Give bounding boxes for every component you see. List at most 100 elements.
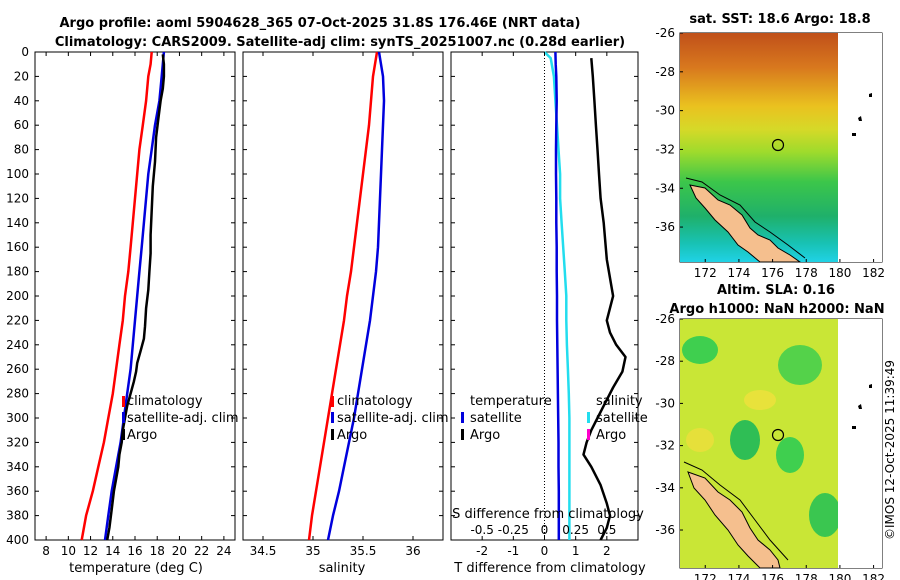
depth-tick-label: 340 — [6, 460, 29, 474]
figure-title-line2: Climatology: CARS2009. Satellite-adj cli… — [55, 35, 625, 50]
depth-tick-label: 20 — [14, 69, 29, 83]
legend-label-climatology: climatology — [127, 394, 203, 409]
depth-tick-label: 220 — [6, 313, 29, 327]
legend-label-argo: Argo — [337, 428, 367, 443]
temperature-xlabel: temperature (deg C) — [69, 561, 203, 576]
temperature-xtick-label: 24 — [216, 544, 231, 558]
temperature-xtick-label: 22 — [194, 544, 209, 558]
sla-map-title-line1: Altim. SLA: 0.16 — [717, 283, 835, 298]
differences-xtick-label: -2 — [476, 544, 488, 558]
sst-field — [680, 33, 838, 262]
temperature-xtick-label: 8 — [42, 544, 50, 558]
map-xtick-label: 180 — [828, 572, 851, 580]
map-xtick-label: 182 — [862, 572, 885, 580]
depth-tick-label: 360 — [6, 484, 29, 498]
sst-shelf-contour — [685, 177, 806, 259]
temperature-xtick-label: 14 — [105, 544, 120, 558]
depth-tick-label: 60 — [14, 118, 29, 132]
sla-map-blank-east — [838, 319, 882, 568]
map-xtick-label: 178 — [795, 572, 818, 580]
depth-tick-label: 160 — [6, 240, 29, 254]
sla-eddy-7 — [744, 390, 776, 410]
map-ytick-label: -36 — [655, 523, 675, 537]
s-difference-tick-label: 0.5 — [597, 523, 616, 537]
depth-tick-label: 400 — [6, 533, 29, 547]
map-xtick-label: 174 — [727, 266, 750, 280]
sst-map — [679, 32, 883, 263]
salinity-xtick-label: 35 — [305, 544, 320, 558]
sla-eddy-3 — [730, 420, 760, 460]
legend-swatch-climatology — [122, 396, 125, 407]
map-xtick-label: 182 — [862, 266, 885, 280]
depth-tick-label: 120 — [6, 191, 29, 205]
legend-label-s-satellite: satellite — [596, 411, 648, 426]
sla-shelf-contour — [683, 461, 789, 561]
sst-land-northland — [689, 184, 801, 262]
s-difference-tick-label: 0 — [541, 523, 549, 537]
map-ytick-label: -26 — [655, 312, 675, 326]
map-ytick-label: -34 — [655, 481, 675, 495]
legend-title-temperature: temperature — [470, 394, 552, 409]
sla-island-2 — [858, 404, 862, 409]
figure-title-line1: Argo profile: aoml 5904628_365 07-Oct-20… — [60, 16, 581, 31]
depth-tick-label: 180 — [6, 265, 29, 279]
salinity-xlabel: salinity — [319, 561, 366, 576]
salinity-xtick-label: 34.5 — [250, 544, 277, 558]
salinity-series-satellite-adj-clim — [326, 51, 386, 541]
s-difference-tick-label: -0.5 — [470, 523, 493, 537]
differences-xtick-label: 1 — [572, 544, 580, 558]
temperature-axes — [34, 51, 236, 541]
map-xtick-label: 176 — [761, 266, 784, 280]
difference-legend: temperature satellite Argo salinity sate… — [461, 394, 648, 443]
sla-eddy-5 — [809, 493, 838, 537]
depth-tick-label: 40 — [14, 94, 29, 108]
depth-tick-label: 80 — [14, 143, 29, 157]
temperature-xtick-label: 16 — [127, 544, 142, 558]
legend-swatch-argo — [331, 429, 334, 440]
salinity-legend: climatology satellite-adj. clim Argo — [331, 394, 449, 443]
differences-series-s-argo-clim — [554, 51, 561, 540]
depth-tick-label: 380 — [6, 509, 29, 523]
map-ytick-label: -30 — [655, 396, 675, 410]
legend-label-climatology: climatology — [337, 394, 413, 409]
salinity-series-climatology — [307, 51, 379, 541]
sst-island-3 — [869, 93, 872, 97]
salinity-xtick-label: 36 — [405, 544, 420, 558]
depth-tick-labels: 0 20 40 60 80 100 120 140 160 180 200 220 240 260 280 3… — [6, 45, 29, 547]
map-xtick-label: 174 — [727, 572, 750, 580]
sla-eddy-1 — [682, 336, 718, 364]
depth-tick-label: 0 — [21, 45, 29, 59]
legend-label-t-argo: Argo — [470, 428, 500, 443]
legend-swatch-t-satellite — [461, 412, 464, 423]
sla-island-1 — [852, 426, 856, 429]
differences-xtick-label: -1 — [507, 544, 519, 558]
sst-map-blank-east — [838, 33, 882, 262]
map-ytick-label: -34 — [655, 181, 675, 195]
legend-swatch-t-argo — [461, 429, 464, 440]
s-difference-tick-label: -0.25 — [498, 523, 529, 537]
sst-map-title: sat. SST: 18.6 Argo: 18.8 — [689, 12, 870, 27]
legend-swatch-satellite — [331, 412, 334, 423]
legend-label-argo: Argo — [127, 428, 157, 443]
legend-label-satellite: satellite-adj. clim — [127, 411, 239, 426]
legend-title-salinity: salinity — [596, 394, 643, 409]
map-xtick-label: 172 — [694, 572, 717, 580]
legend-label-s-argo: Argo — [596, 428, 626, 443]
map-ytick-label: -36 — [655, 220, 675, 234]
salinity-xtick-label: 35.5 — [350, 544, 377, 558]
sla-island-3 — [869, 384, 872, 388]
sla-map — [679, 318, 883, 569]
sla-eddy-2 — [778, 345, 822, 385]
sla-map-title-line2: Argo h1000: NaN h2000: NaN — [669, 302, 884, 317]
depth-tick-label: 320 — [6, 435, 29, 449]
temperature-xtick-label: 12 — [83, 544, 98, 558]
map-ytick-label: -28 — [655, 354, 675, 368]
imos-credit: ©IMOS 12-Oct-2025 11:39:49 — [883, 360, 897, 540]
depth-tick-label: 280 — [6, 387, 29, 401]
s-difference-tick-label: 0.25 — [562, 523, 589, 537]
map-xtick-label: 172 — [694, 266, 717, 280]
temperature-series-argo — [105, 54, 166, 541]
depth-tick-label: 100 — [6, 167, 29, 181]
depth-tick-label: 300 — [6, 411, 29, 425]
